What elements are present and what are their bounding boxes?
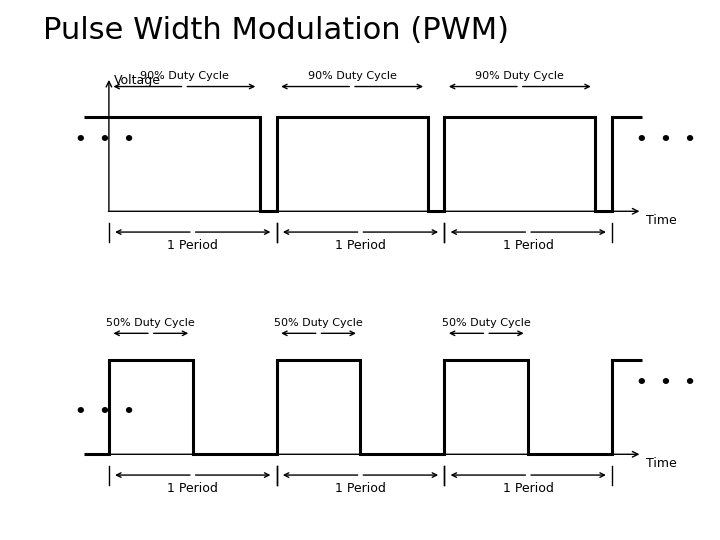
Text: 1 Period: 1 Period [503, 239, 554, 252]
Text: 90% Duty Cycle: 90% Duty Cycle [307, 71, 397, 81]
Text: Voltage: Voltage [114, 74, 161, 87]
Text: 1 Period: 1 Period [503, 482, 554, 495]
Text: Pulse Width Modulation (PWM): Pulse Width Modulation (PWM) [43, 16, 509, 45]
Text: 1 Period: 1 Period [335, 239, 386, 252]
Text: Time: Time [646, 214, 676, 227]
Text: •  •  •: • • • [636, 374, 696, 393]
Text: 90% Duty Cycle: 90% Duty Cycle [140, 71, 229, 81]
Text: •  •  •: • • • [76, 403, 135, 421]
Text: 50% Duty Cycle: 50% Duty Cycle [274, 318, 363, 328]
Text: •  •  •: • • • [636, 131, 696, 150]
Text: 1 Period: 1 Period [167, 239, 218, 252]
Text: 50% Duty Cycle: 50% Duty Cycle [442, 318, 531, 328]
Text: 50% Duty Cycle: 50% Duty Cycle [107, 318, 195, 328]
Text: Time: Time [646, 457, 676, 470]
Text: •  •  •: • • • [76, 131, 135, 150]
Text: 1 Period: 1 Period [167, 482, 218, 495]
Text: 1 Period: 1 Period [335, 482, 386, 495]
Text: 90% Duty Cycle: 90% Duty Cycle [475, 71, 564, 81]
